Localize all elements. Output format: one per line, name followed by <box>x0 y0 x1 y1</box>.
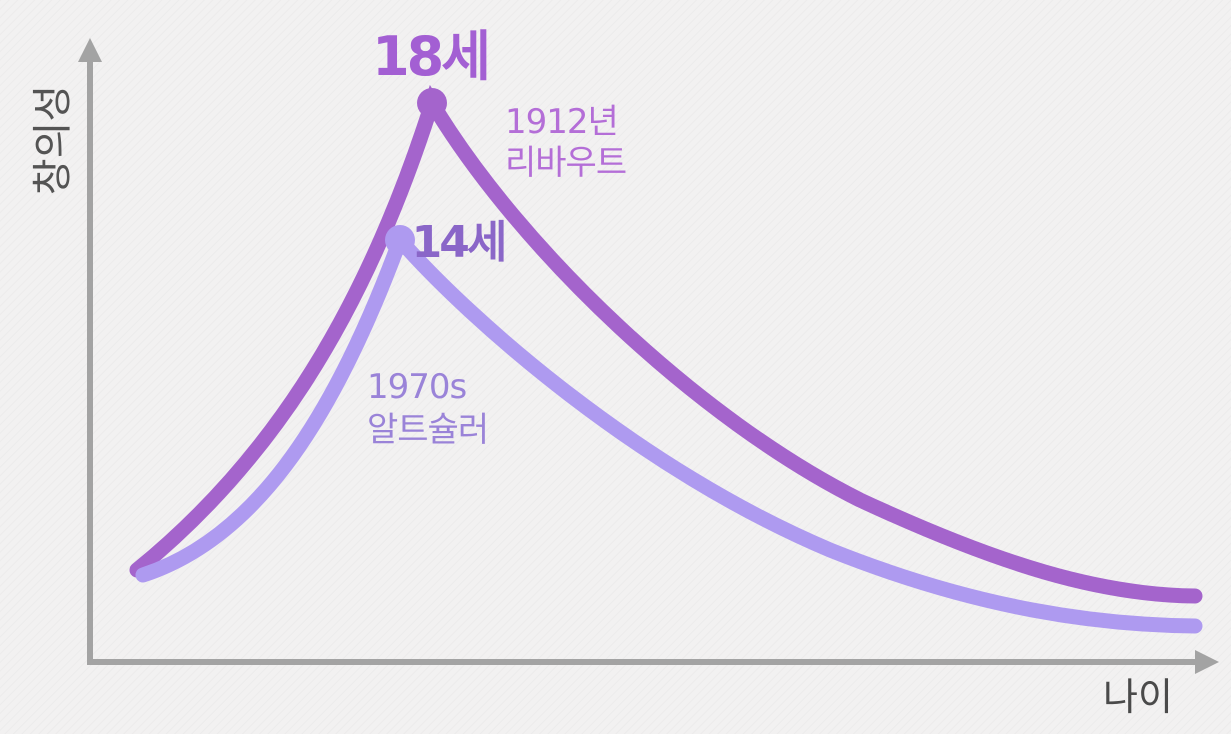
series-1970s-peak-point <box>385 225 415 255</box>
x-axis-arrow <box>1195 650 1219 674</box>
axes <box>78 38 1219 674</box>
x-axis-label: 나이 <box>1103 675 1173 719</box>
series-1970s-author-label: 알트슐러 <box>367 410 488 450</box>
series-1912-author-label: 리바우트 <box>505 143 626 183</box>
series-1912-label: 1912년 <box>505 102 618 142</box>
series-1970s-label: 1970s <box>367 367 467 407</box>
series-1970s-line <box>135 225 1203 634</box>
series-1970s-peak-label: 14세 <box>412 217 505 268</box>
series-1912-peak-label: 18세 <box>372 25 488 88</box>
series-1912-line <box>129 84 1203 604</box>
series-1912-peak-point <box>417 88 447 118</box>
y-axis-arrow <box>78 38 102 62</box>
y-axis-label: 창의성 <box>30 85 76 195</box>
